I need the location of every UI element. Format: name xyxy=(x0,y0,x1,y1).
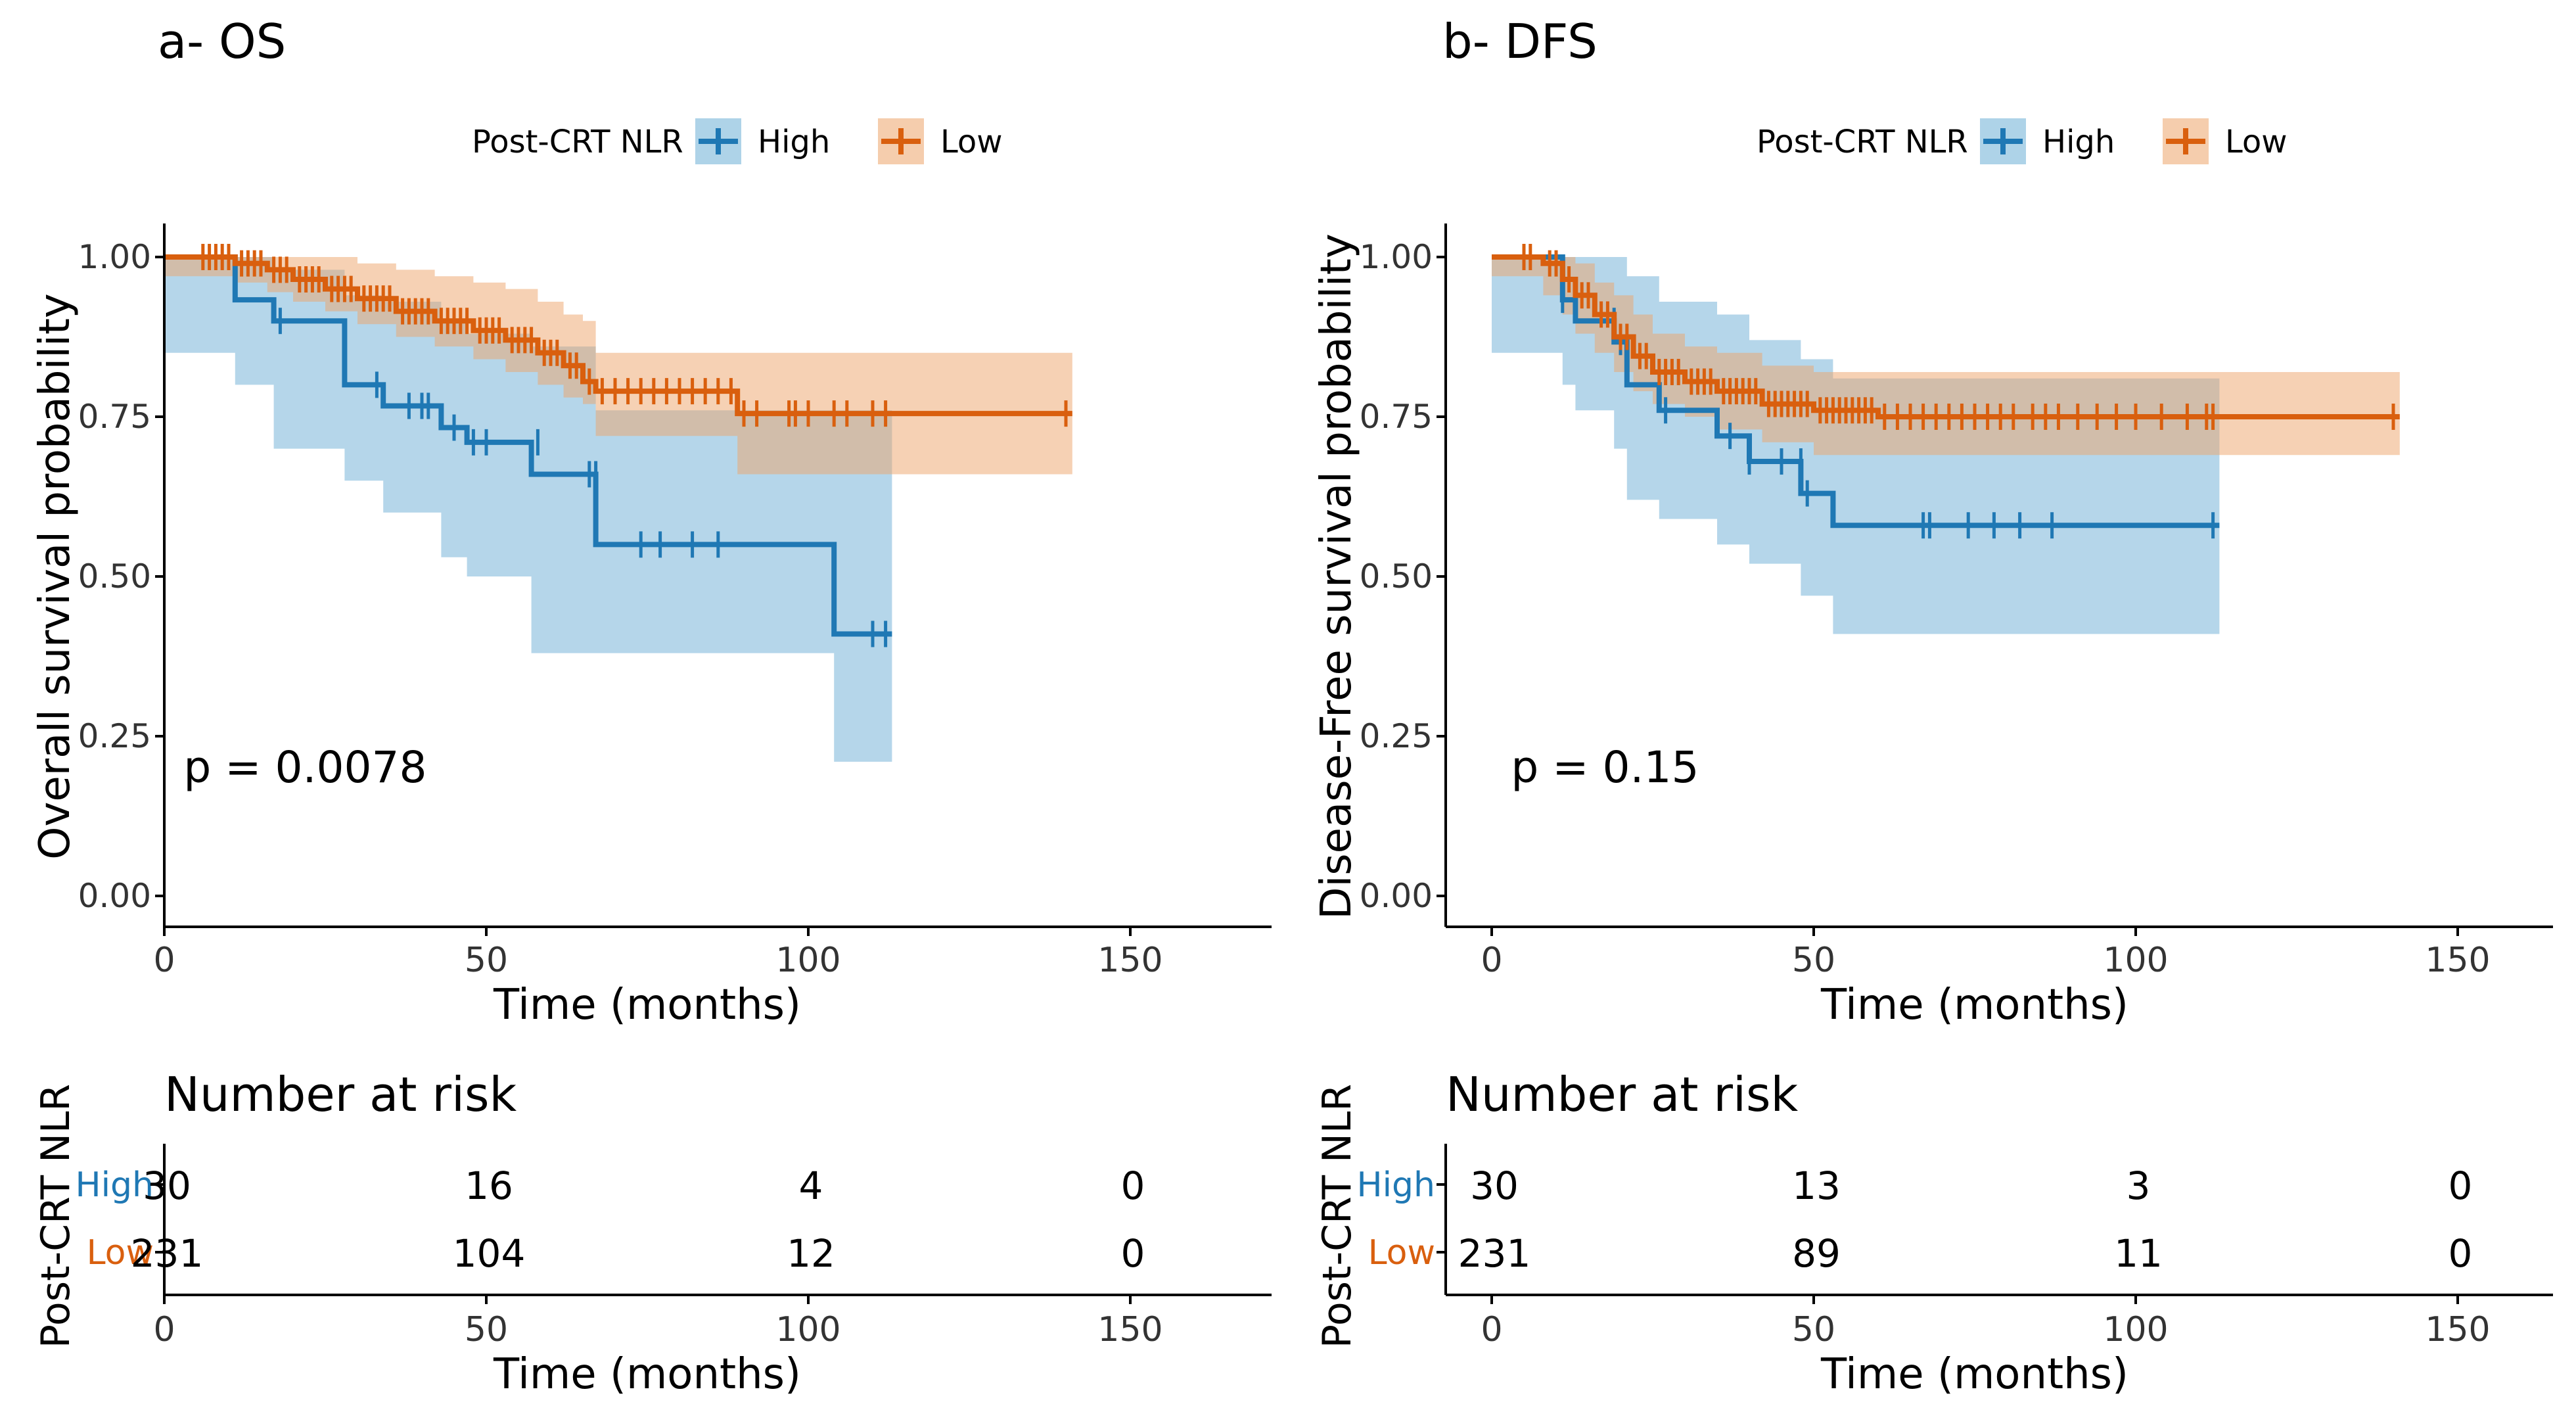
y-tick-label: 0.25 xyxy=(78,717,151,755)
legend-label: High xyxy=(2042,124,2115,160)
legend: Post-CRT NLR High Low xyxy=(472,118,1003,164)
legend-title: Post-CRT NLR xyxy=(1757,124,1968,160)
risk-count-low: 89 xyxy=(1792,1231,1841,1276)
curve-group-low xyxy=(1492,244,2400,430)
y-axis-label: Disease-Free survival probability xyxy=(1312,233,1361,920)
risk-x-tick-label: 150 xyxy=(1097,1310,1162,1349)
survival-curve-high xyxy=(164,254,892,637)
legend-title: Post-CRT NLR xyxy=(472,124,683,160)
legend-key-high: High xyxy=(1980,118,2115,164)
risk-count-high: 16 xyxy=(465,1163,513,1208)
y-tick-label: 0.00 xyxy=(1360,877,1433,915)
curve-group-low xyxy=(164,244,1072,427)
risk-count-low: 231 xyxy=(131,1231,204,1276)
risk-count-high: 0 xyxy=(2449,1163,2473,1208)
risk-row-label-low: Low xyxy=(1368,1233,1435,1273)
y-tick-label: 1.00 xyxy=(1360,238,1433,276)
risk-table-title: Number at risk xyxy=(164,1067,517,1122)
risk-count-high: 30 xyxy=(143,1163,191,1208)
x-axis-label: Time (months) xyxy=(1820,981,2128,1029)
y-tick-label: 0.50 xyxy=(78,557,151,596)
risk-count-low: 12 xyxy=(787,1231,835,1276)
legend-key-low: Low xyxy=(2163,118,2288,164)
x-tick-label: 150 xyxy=(2425,941,2490,980)
x-tick-label: 100 xyxy=(2103,941,2168,980)
survival-curve-low xyxy=(1492,254,2400,419)
risk-row-label-high: High xyxy=(1356,1165,1435,1205)
y-tick-label: 0.75 xyxy=(1360,398,1433,436)
y-tick-label: 0.00 xyxy=(78,877,151,915)
risk-x-axis-label: Time (months) xyxy=(1820,1350,2128,1399)
legend-label: Low xyxy=(940,124,1003,160)
p-value: p = 0.0078 xyxy=(183,742,426,793)
risk-x-tick-label: 0 xyxy=(153,1310,175,1349)
y-tick-label: 0.75 xyxy=(78,398,151,436)
risk-row-label-high: High xyxy=(75,1165,154,1205)
risk-count-high: 4 xyxy=(799,1163,823,1208)
legend-key-high: High xyxy=(695,118,830,164)
risk-x-axis-label: Time (months) xyxy=(493,1350,801,1399)
risk-count-low: 231 xyxy=(1458,1231,1531,1276)
risk-x-tick-label: 0 xyxy=(1481,1310,1502,1349)
axes: 0.00 0.25 0.50 0.75 1.00 0 50 100 150 Time (month… xyxy=(1312,223,2553,1029)
x-tick-label: 50 xyxy=(465,941,508,980)
axes: 0.00 0.25 0.50 0.75 1.00 0 50 100 150 Time (month… xyxy=(31,223,1272,1029)
x-tick-label: 50 xyxy=(1792,941,1835,980)
y-tick-label: 0.25 xyxy=(1360,717,1433,755)
x-tick-label: 0 xyxy=(153,941,175,980)
risk-x-tick-label: 150 xyxy=(2425,1310,2490,1349)
risk-x-tick-label: 50 xyxy=(1792,1310,1835,1349)
risk-table-title: Number at risk xyxy=(1446,1067,1798,1122)
legend: Post-CRT NLR High Low xyxy=(1757,118,2288,164)
risk-count-high: 13 xyxy=(1792,1163,1841,1208)
y-axis-label: Overall survival probability xyxy=(31,293,80,860)
series-low xyxy=(1492,257,2400,456)
risk-count-high: 0 xyxy=(1121,1163,1145,1208)
panel-title: b- DFS xyxy=(1442,14,1598,69)
x-axis-label: Time (months) xyxy=(493,981,801,1029)
risk-row-label-low: Low xyxy=(87,1233,154,1273)
risk-count-low: 0 xyxy=(1121,1231,1145,1276)
risk-x-tick-label: 100 xyxy=(2103,1310,2168,1349)
risk-table-ylabel: Post-CRT NLR xyxy=(33,1084,79,1348)
legend-key-low: Low xyxy=(878,118,1003,164)
y-tick-label: 0.50 xyxy=(1360,557,1433,596)
risk-x-tick-label: 50 xyxy=(465,1310,508,1349)
risk-count-low: 0 xyxy=(2449,1231,2473,1276)
x-tick-label: 150 xyxy=(1097,941,1162,980)
risk-count-high: 30 xyxy=(1470,1163,1519,1208)
risk-count-low: 104 xyxy=(453,1231,526,1276)
panel-title: a- OS xyxy=(158,14,286,69)
risk-x-tick-label: 100 xyxy=(775,1310,840,1349)
risk-table-ylabel: Post-CRT NLR xyxy=(1314,1084,1360,1348)
p-value: p = 0.15 xyxy=(1511,742,1699,793)
survival-curve-high xyxy=(1492,254,2220,528)
legend-label: Low xyxy=(2225,124,2288,160)
x-tick-label: 100 xyxy=(775,941,840,980)
ci-band-low xyxy=(1492,257,2400,456)
y-tick-label: 1.00 xyxy=(78,238,151,276)
risk-count-low: 11 xyxy=(2114,1231,2163,1276)
curve-group-high xyxy=(164,254,892,647)
x-tick-label: 0 xyxy=(1481,941,1502,980)
legend-label: High xyxy=(758,124,830,160)
risk-count-high: 3 xyxy=(2127,1163,2151,1208)
